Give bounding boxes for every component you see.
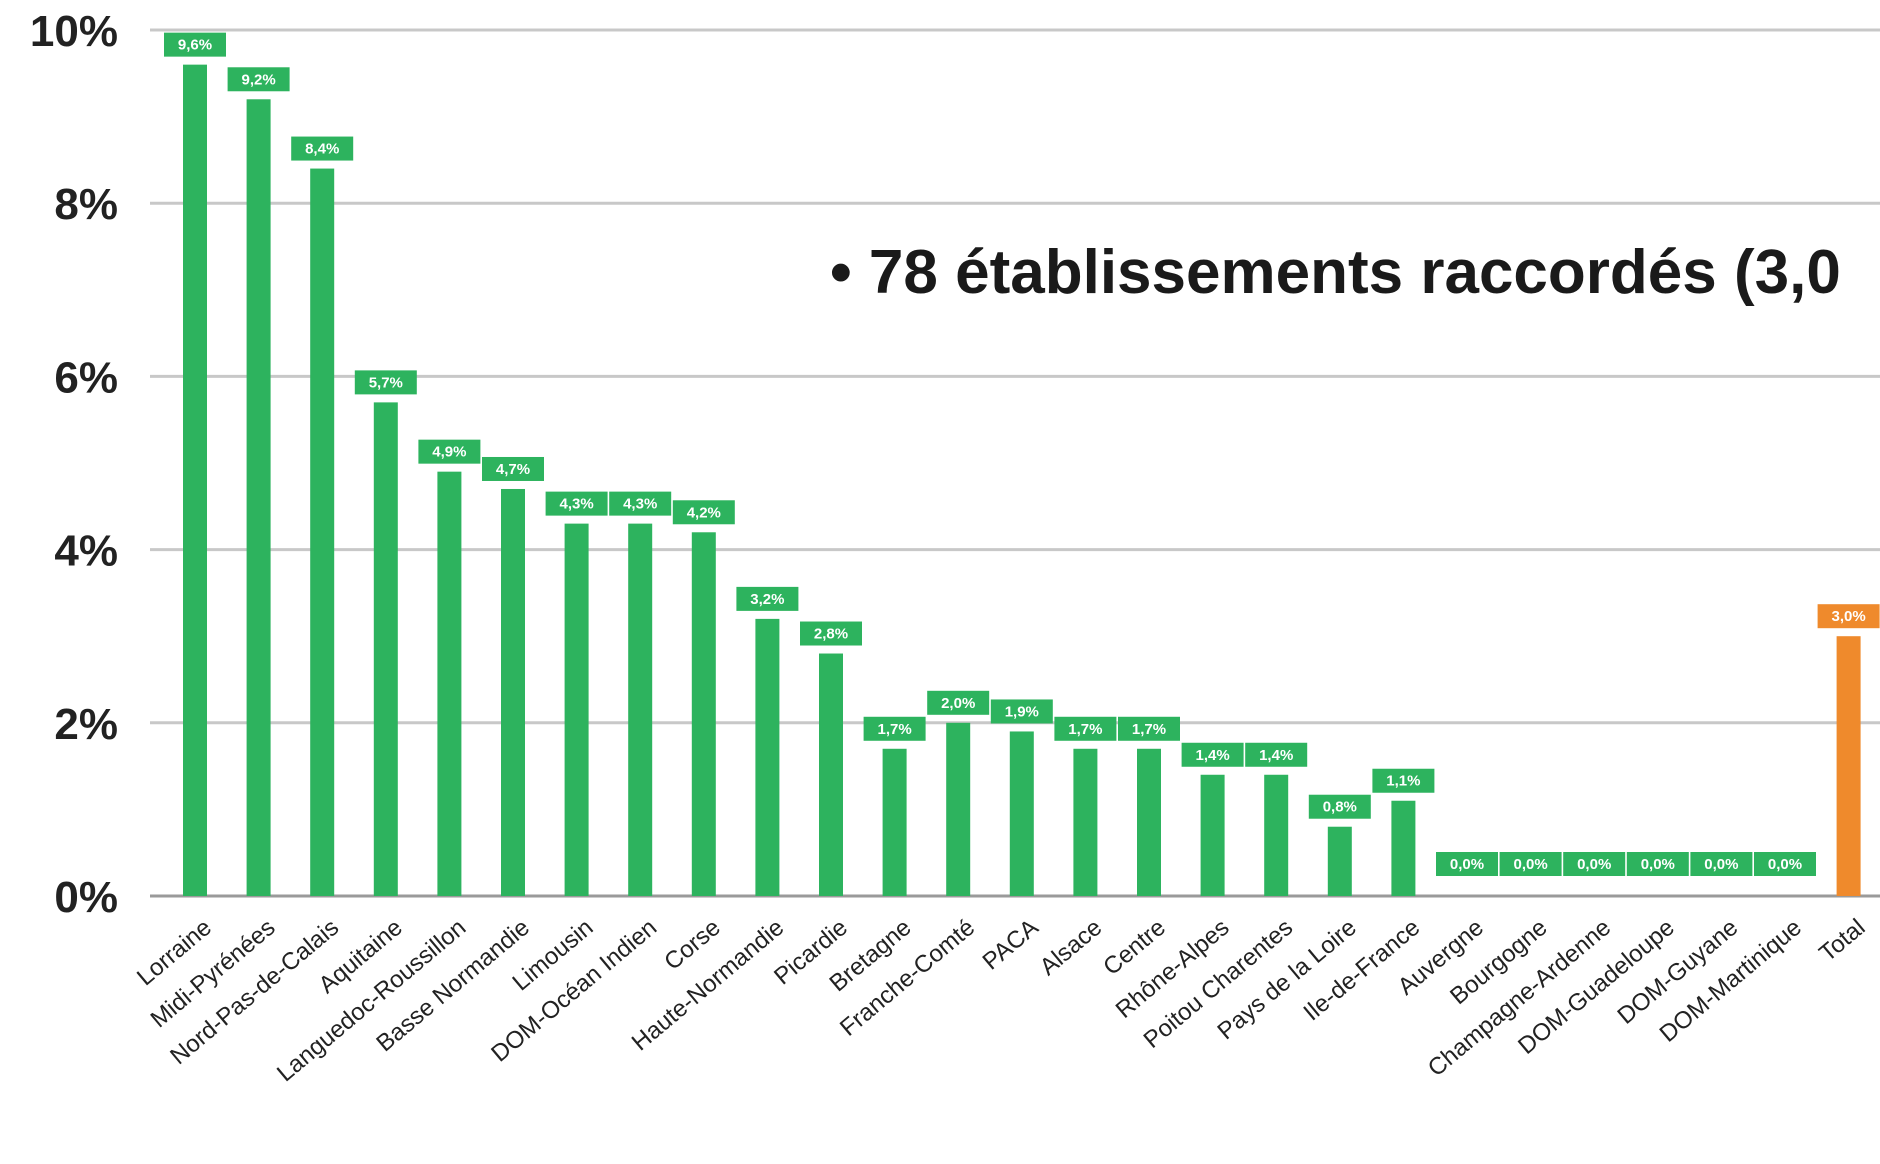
y-tick-label: 10%: [30, 7, 118, 56]
data-label-box: [1181, 742, 1244, 767]
bar: [1200, 774, 1225, 896]
data-label: 4,3%: [559, 496, 593, 513]
data-label: 2,0%: [941, 695, 975, 712]
y-tick-label: 4%: [54, 527, 118, 576]
bar: [310, 168, 335, 896]
data-label: 9,6%: [178, 37, 212, 54]
bar: [1009, 731, 1034, 896]
bars: [183, 64, 1861, 896]
data-label: 9,2%: [241, 71, 275, 88]
bar: [628, 523, 653, 896]
bar: [501, 488, 525, 896]
data-label-box: [863, 716, 926, 741]
data-label: 3,0%: [1831, 608, 1865, 625]
data-label-box: [482, 456, 544, 481]
data-label-box: [800, 621, 862, 646]
data-label-box: [354, 370, 417, 395]
data-label: 0,0%: [1513, 856, 1547, 873]
data-label-box: [1690, 852, 1753, 876]
x-tick-label: Total: [1814, 914, 1870, 967]
data-label: 0,0%: [1768, 856, 1802, 873]
x-axis: LorraineMidi-PyrénéesNord-Pas-de-CalaisA…: [132, 914, 1870, 1087]
data-label: 4,9%: [432, 444, 466, 461]
data-label-box: [1626, 852, 1689, 876]
bar: [755, 618, 780, 896]
bar: [1391, 800, 1416, 896]
bar: [564, 523, 589, 896]
annotation-text: • 78 établissements raccordés (3,0: [830, 238, 1841, 307]
bar: [1836, 636, 1861, 896]
data-labels: 9,6% 9,2% 8,4% 5,7% 4,9% 4,7% 4,3% 4,3% 4,2% 3,2%…: [164, 32, 1880, 876]
data-label: 2,8%: [814, 626, 848, 643]
data-label-box: [418, 439, 481, 464]
bar: [373, 402, 398, 896]
data-label: 4,2%: [687, 504, 721, 521]
data-label-box: [1372, 768, 1435, 793]
data-label: 1,9%: [1005, 703, 1039, 720]
data-label: 1,7%: [1132, 721, 1166, 738]
bar: [1327, 826, 1352, 896]
y-axis: 0% 2% 4% 6% 8% 10%: [30, 7, 118, 922]
data-label: 1,7%: [1068, 721, 1102, 738]
data-label-box: [736, 586, 799, 611]
data-label: 0,0%: [1450, 856, 1484, 873]
data-label-box: [1054, 716, 1117, 741]
data-label: 3,2%: [750, 591, 784, 608]
data-label: 1,1%: [1386, 773, 1420, 790]
data-label: 4,3%: [623, 496, 657, 513]
data-label: 0,0%: [1641, 856, 1675, 873]
data-label-box: [927, 690, 990, 715]
data-label: 1,4%: [1195, 747, 1229, 764]
bar: [246, 99, 271, 896]
data-label-box: [291, 136, 354, 161]
data-label-box: [1563, 852, 1626, 876]
bar: [946, 722, 971, 896]
data-label: 4,7%: [496, 461, 530, 478]
bar: [1264, 774, 1289, 896]
data-label: 8,4%: [305, 141, 339, 158]
data-label-box: [1499, 852, 1562, 876]
data-label-box: [1436, 852, 1498, 876]
data-label-box: [1245, 742, 1308, 767]
bar: [819, 653, 843, 896]
data-label-box: [990, 699, 1053, 724]
bar: [882, 748, 907, 896]
data-label-box: [672, 500, 735, 525]
data-label: 1,4%: [1259, 747, 1293, 764]
bar: [183, 64, 207, 896]
data-label-box: [1308, 794, 1371, 819]
data-label: 5,7%: [369, 374, 403, 391]
bar: [1137, 748, 1161, 896]
y-tick-label: 6%: [54, 353, 118, 402]
y-tick-label: 0%: [54, 873, 118, 922]
data-label-box: [609, 491, 672, 516]
data-label: 0,8%: [1323, 799, 1357, 816]
data-label-box: [1817, 604, 1880, 629]
y-tick-label: 2%: [54, 700, 118, 749]
bar: [691, 532, 716, 896]
data-label: 0,0%: [1577, 856, 1611, 873]
data-label-box: [164, 32, 226, 57]
data-label: 0,0%: [1704, 856, 1738, 873]
bar: [437, 471, 462, 896]
x-tick-label: Alsace: [1035, 914, 1108, 981]
data-label: 1,7%: [877, 721, 911, 738]
data-label-box: [1118, 716, 1180, 741]
x-tick-label: PACA: [978, 914, 1044, 976]
y-tick-label: 8%: [54, 180, 118, 229]
data-label-box: [1754, 852, 1816, 876]
data-label-box: [227, 67, 290, 92]
data-label-box: [545, 491, 608, 516]
bar: [1073, 748, 1098, 896]
